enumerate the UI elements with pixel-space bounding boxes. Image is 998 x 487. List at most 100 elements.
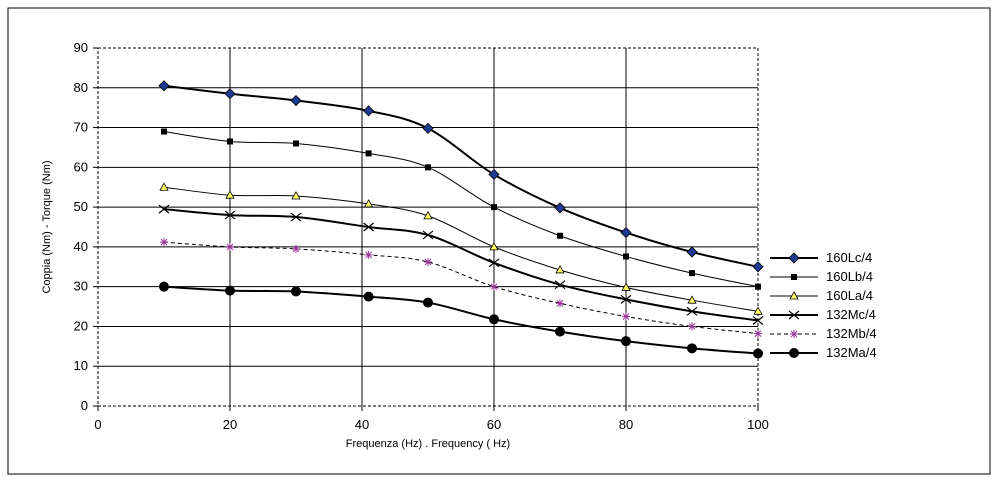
marker-stroke: [556, 300, 564, 307]
data-point-marker: [363, 222, 374, 232]
marker-stroke: [554, 280, 566, 290]
data-point-marker: [752, 261, 764, 273]
data-point-marker: [227, 138, 233, 145]
data-point-marker: [686, 306, 698, 316]
legend-label: 160Lb/4: [826, 269, 873, 284]
x-tick-label: 80: [619, 417, 633, 432]
y-axis-ticks: 0 10 20 30 40 50 60 70 80 90: [74, 40, 98, 413]
series-lines: [163, 84, 759, 355]
x-tick-label: 100: [747, 417, 769, 432]
legend-label: 132Mc/4: [826, 307, 876, 322]
data-point-marker: [225, 285, 235, 296]
series-markers: [158, 80, 764, 359]
data-point-marker: [554, 280, 566, 290]
marker-stroke: [290, 212, 302, 222]
data-point-marker: [621, 336, 631, 347]
marker-stroke: [754, 330, 762, 337]
legend-marker: [790, 330, 798, 338]
marker-stroke: [424, 258, 432, 266]
data-point-marker: [557, 232, 563, 239]
marker-stroke: [160, 238, 168, 246]
data-point-marker: [488, 258, 500, 268]
series-line-5: [163, 241, 759, 335]
y-tick-label: 30: [74, 279, 88, 294]
data-point-marker: [291, 191, 301, 200]
x-axis-ticks: 0 20 40 60 80 100: [94, 406, 769, 432]
data-point-marker: [290, 212, 302, 222]
series-line-4: [163, 208, 759, 322]
legend: 160Lc/4 160Lb/4 160La/4 132Mc/4 132Mb/4 132Ma…: [770, 250, 877, 360]
legend-marker: [788, 252, 800, 264]
data-point-marker: [752, 316, 764, 325]
data-point-marker: [423, 297, 433, 308]
marker-stroke: [363, 222, 374, 232]
data-point-marker: [224, 210, 236, 220]
data-point-marker: [555, 326, 565, 337]
marker-stroke: [790, 330, 798, 338]
data-point-marker: [365, 150, 372, 157]
data-point-marker: [687, 343, 697, 354]
x-axis-label: Frequenza (Hz) . Frequency ( Hz): [346, 438, 510, 450]
y-tick-label: 90: [74, 40, 88, 55]
data-point-marker: [291, 286, 301, 297]
marker-stroke: [490, 283, 498, 291]
data-point-marker: [689, 270, 695, 277]
marker-stroke: [226, 243, 234, 251]
data-point-marker: [488, 168, 500, 181]
data-point-marker: [364, 250, 373, 259]
y-tick-label: 70: [74, 120, 88, 135]
x-tick-label: 20: [223, 417, 237, 432]
legend-label: 160La/4: [826, 288, 873, 303]
data-point-marker: [363, 291, 374, 302]
legend-label: 132Ma/4: [826, 345, 877, 360]
data-point-marker: [423, 211, 433, 220]
data-point-marker: [159, 182, 169, 191]
series-line-1: [163, 84, 759, 268]
marker-stroke: [686, 306, 698, 316]
data-point-marker: [160, 238, 168, 247]
legend-marker: [791, 274, 797, 280]
data-point-marker: [293, 140, 299, 147]
data-point-marker: [226, 242, 234, 251]
data-point-marker: [158, 80, 170, 92]
y-tick-label: 0: [81, 398, 88, 413]
data-point-marker: [623, 253, 629, 260]
data-point-marker: [422, 230, 434, 240]
data-point-marker: [363, 199, 374, 208]
y-axis-label: Coppia (Nm) - Torque (Nm): [41, 160, 53, 293]
data-point-marker: [422, 122, 434, 134]
x-tick-label: 60: [487, 417, 501, 432]
legend-label: 160Lc/4: [826, 250, 872, 265]
data-point-marker: [224, 88, 236, 100]
data-point-marker: [489, 242, 499, 251]
data-point-marker: [159, 281, 169, 292]
marker-stroke: [788, 310, 800, 320]
data-point-marker: [688, 322, 696, 331]
marker-stroke: [292, 245, 300, 253]
data-point-marker: [555, 265, 565, 274]
marker-stroke: [422, 230, 434, 240]
legend-label: 132Mb/4: [826, 326, 877, 341]
data-point-marker: [755, 283, 761, 290]
data-point-marker: [753, 348, 763, 359]
series-line-6: [163, 285, 759, 355]
data-point-marker: [363, 105, 375, 117]
marker-stroke: [752, 316, 764, 325]
data-point-marker: [425, 164, 431, 171]
data-point-marker: [161, 128, 167, 135]
legend-marker: [789, 348, 799, 358]
y-tick-label: 10: [74, 358, 88, 373]
data-point-marker: [489, 314, 499, 325]
y-tick-label: 80: [74, 80, 88, 95]
data-point-marker: [686, 246, 698, 258]
y-tick-label: 40: [74, 239, 88, 254]
data-point-marker: [491, 204, 497, 211]
plot-area: [97, 47, 759, 407]
data-point-marker: [554, 202, 566, 214]
data-point-marker: [292, 244, 300, 253]
data-point-marker: [687, 295, 697, 304]
series-line-3: [163, 186, 759, 312]
data-point-marker: [290, 94, 302, 107]
